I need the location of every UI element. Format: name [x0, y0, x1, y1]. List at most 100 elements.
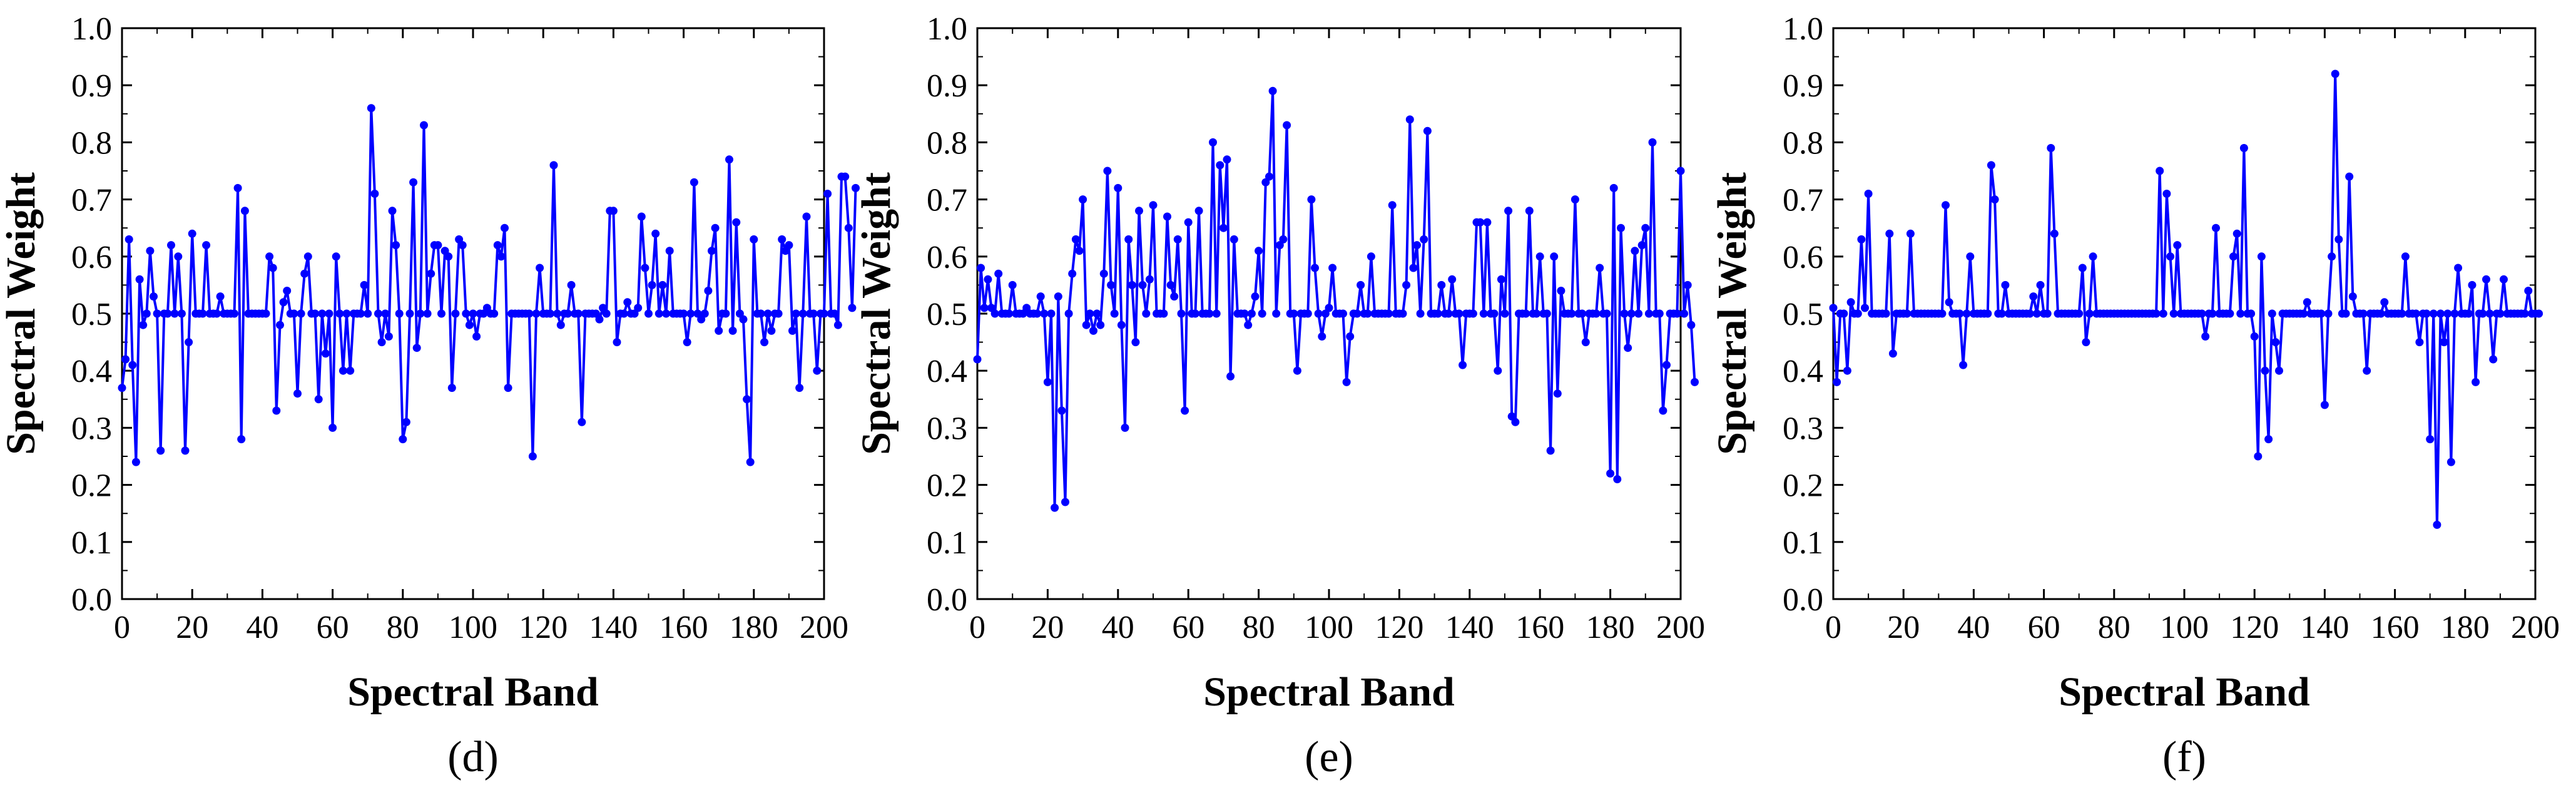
data-point	[1398, 309, 1407, 318]
data-point	[1683, 280, 1692, 289]
data-point	[774, 309, 783, 318]
x-tick-label: 160	[2371, 610, 2420, 645]
chart-panel-f: 0.0 0.1 0.2 0.3 0.4 0.5 0.6 0.7 0.8 0.9 1.0 0 20 40 60…	[1709, 11, 2560, 781]
data-point	[2398, 309, 2406, 318]
data-point	[634, 304, 643, 312]
data-point	[1490, 309, 1499, 318]
y-tick-label: 0.2	[71, 468, 112, 504]
data-point	[680, 309, 688, 318]
data-point	[1676, 167, 1685, 175]
data-point	[2043, 309, 2052, 318]
data-point	[1265, 172, 1273, 181]
data-point	[809, 309, 818, 318]
data-point	[1853, 309, 1862, 318]
data-point	[1437, 280, 1446, 289]
data-point	[2429, 309, 2438, 318]
y-tick-label: 0.3	[1783, 411, 1823, 446]
data-point	[721, 309, 730, 318]
data-point	[420, 121, 428, 130]
data-point	[1103, 167, 1112, 175]
x-tick-label: 140	[1445, 610, 1494, 645]
data-point	[2422, 309, 2431, 318]
data-point	[1990, 195, 1999, 204]
data-point	[2324, 309, 2333, 318]
data-point	[1170, 292, 1179, 301]
data-point	[2454, 264, 2463, 272]
data-point	[364, 309, 372, 318]
y-tick-label: 0.6	[1783, 240, 1823, 275]
data-point	[595, 315, 604, 324]
data-point	[167, 241, 175, 250]
data-point	[444, 252, 453, 261]
data-point	[1938, 309, 1947, 318]
data-point	[399, 435, 407, 444]
y-tick-label: 0.5	[1783, 297, 1823, 332]
data-point	[536, 264, 544, 272]
data-point	[177, 309, 186, 318]
data-point	[1005, 309, 1014, 318]
data-point	[2169, 309, 2178, 318]
data-point	[1553, 389, 1562, 398]
data-point	[830, 309, 839, 318]
data-point	[303, 252, 312, 261]
data-point	[1416, 309, 1425, 318]
series-markers	[973, 86, 1699, 512]
data-point	[139, 321, 148, 329]
data-point	[1290, 309, 1298, 318]
data-point	[153, 309, 161, 318]
data-point	[1469, 309, 1477, 318]
x-axis-title: Spectral Band	[2059, 669, 2310, 715]
data-point	[2489, 355, 2498, 364]
data-point	[778, 235, 787, 244]
data-point	[1885, 229, 1894, 238]
data-point	[202, 241, 211, 250]
x-tick-label: 100	[2160, 610, 2209, 645]
data-point	[1420, 235, 1428, 244]
data-point	[1145, 275, 1154, 284]
data-point	[1114, 183, 1123, 192]
data-point	[311, 309, 320, 318]
data-point	[465, 321, 474, 329]
data-point	[1542, 309, 1551, 318]
data-point	[1219, 223, 1228, 232]
y-tick-label: 1.0	[71, 11, 112, 47]
series-line	[121, 106, 857, 464]
data-point	[121, 355, 130, 364]
data-point	[2229, 252, 2237, 261]
data-point	[1997, 309, 2006, 318]
data-point	[1525, 207, 1534, 215]
data-point	[2047, 144, 2055, 152]
data-point	[318, 309, 327, 318]
data-point	[1325, 304, 1333, 312]
data-point	[658, 280, 667, 289]
data-point	[335, 309, 344, 318]
data-point	[641, 264, 649, 272]
data-point	[2331, 69, 2339, 78]
data-point	[2485, 309, 2494, 318]
data-point	[2226, 309, 2234, 318]
data-point	[374, 309, 382, 318]
data-point	[756, 309, 765, 318]
data-point	[1258, 309, 1266, 318]
y-tick-label: 0.6	[927, 240, 967, 275]
data-point	[1314, 309, 1323, 318]
data-point	[1864, 190, 1873, 198]
data-point	[2496, 309, 2505, 318]
data-point	[346, 366, 355, 375]
y-tick-label: 0.7	[71, 183, 112, 218]
data-point	[1631, 247, 1639, 255]
data-point	[564, 309, 572, 318]
data-point	[732, 218, 741, 227]
data-point	[469, 309, 477, 318]
data-point	[1177, 309, 1186, 318]
data-point	[437, 309, 445, 318]
data-point	[412, 344, 421, 352]
data-point	[490, 309, 499, 318]
data-point	[416, 309, 425, 318]
data-point	[216, 292, 225, 301]
data-point	[1205, 309, 1214, 318]
data-point	[1691, 377, 1699, 386]
data-point	[1092, 309, 1101, 318]
data-point	[1641, 223, 1650, 232]
data-point	[1184, 218, 1193, 227]
